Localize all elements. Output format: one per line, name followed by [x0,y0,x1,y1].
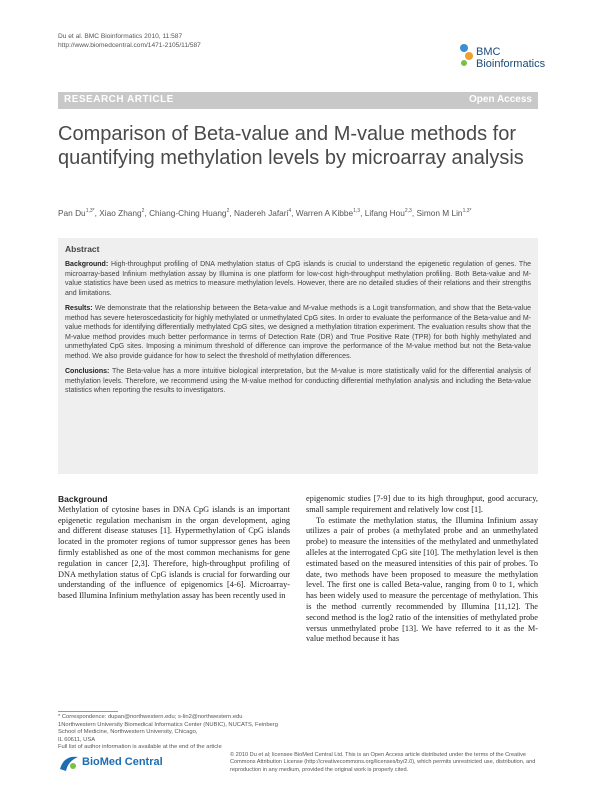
affiliation-note: 1Northwestern University Biomedical Info… [58,721,278,736]
publisher-name: BioMed Central [82,756,163,768]
citation-line: Du et al. BMC Bioinformatics 2010, 11:58… [58,33,183,40]
section-heading-background: Background [58,494,108,504]
article-type: RESEARCH ARTICLE [64,94,174,105]
abstract-results: Results: We demonstrate that the relatio… [65,305,532,360]
citation-header: Du et al. BMC Bioinformatics 2010, 11:58… [58,32,201,50]
license-text: © 2010 Du et al; licensee BioMed Central… [230,752,536,773]
author: Simon M Lin1,3* [416,207,472,218]
abstract-background: Background: High-throughput profiling of… [65,261,531,297]
article-title: Comparison of Beta-value and M-value met… [58,123,524,169]
biomed-central-icon [60,756,78,771]
author: Xiao Zhang2 [99,207,145,218]
abstract-conclusions: Conclusions: The Beta-value has a more i… [65,368,531,394]
body-paragraph: To estimate the methylation status, the … [306,515,538,644]
article-url[interactable]: http://www.biomedcentral.com/1471-2105/1… [58,42,201,49]
journal-logo: BMC Bioinformatics [458,40,554,80]
author-info-note: Full list of author information is avail… [58,744,222,751]
journal-logo-line1: BMC [476,46,501,58]
open-access-label: Open Access [469,94,532,105]
abstract-box: Abstract Background: High-throughput pro… [58,238,538,474]
footnote-rule [58,711,118,712]
author: Chiang-Ching Huang2 [149,207,230,218]
author-list: Pan Du1,3*, Xiao Zhang2, Chiang-Ching Hu… [58,207,472,218]
author: Lifang Hou2,3 [364,207,412,218]
author: Warren A Kibbe1,3 [295,207,361,218]
article-type-banner: RESEARCH ARTICLE Open Access [58,92,538,109]
author: Nadereh Jafari4 [233,207,292,218]
abstract-heading: Abstract [65,244,100,254]
publisher-logo: BioMed Central [58,752,178,774]
bmc-swirl-icon [460,44,473,66]
body-right-column: epigenomic studies [7-9] due to its high… [306,494,538,645]
affiliation-note-cont: IL 60611, USA [58,736,96,743]
author: Pan Du1,3* [58,207,95,218]
footnotes: * Correspondence: dupan@northwestern.edu… [58,711,290,752]
body-left-column: Background Methylation of cytosine bases… [58,494,290,602]
correspondence-note: * Correspondence: dupan@northwestern.edu… [58,714,243,720]
journal-logo-line2: Bioinformatics [476,58,546,70]
body-paragraph: epigenomic studies [7-9] due to its high… [306,494,538,514]
body-paragraph: Methylation of cytosine bases in DNA CpG… [58,504,290,601]
